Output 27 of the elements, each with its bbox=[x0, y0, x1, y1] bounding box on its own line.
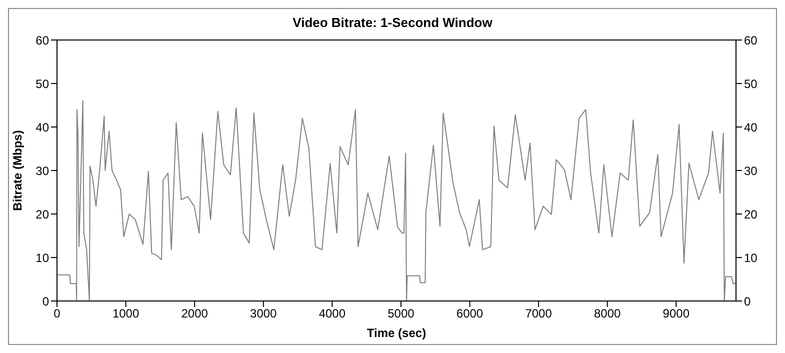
x-tick-label: 9000 bbox=[662, 306, 690, 321]
x-tick-label: 3000 bbox=[250, 306, 278, 321]
y-tick-label: 40 bbox=[36, 120, 50, 134]
x-tick-label: 2000 bbox=[181, 306, 208, 321]
x-tick-label: 5000 bbox=[388, 306, 415, 321]
x-axis-title: Time (sec) bbox=[366, 326, 426, 340]
y-tick-label: 50 bbox=[36, 76, 50, 91]
x-tick-label: 0 bbox=[54, 306, 61, 321]
y-tick-label: 0 bbox=[42, 294, 50, 308]
x-tick-label: 4000 bbox=[318, 306, 346, 321]
y2-tick-label: 50 bbox=[744, 76, 758, 91]
y-tick-label: 30 bbox=[36, 164, 50, 178]
y-tick-label: 10 bbox=[36, 250, 50, 265]
y-tick-label: 60 bbox=[36, 33, 50, 48]
y2-tick-label: 40 bbox=[744, 120, 758, 134]
x-tick-label: 8000 bbox=[594, 306, 622, 321]
y2-tick-label: 30 bbox=[744, 164, 758, 178]
y2-tick-label: 60 bbox=[744, 33, 758, 48]
y2-tick-label: 20 bbox=[744, 207, 758, 222]
x-tick-label: 7000 bbox=[525, 306, 552, 321]
y2-tick-label: 10 bbox=[744, 250, 758, 265]
x-tick-label: 6000 bbox=[456, 306, 484, 321]
y-tick-label: 20 bbox=[36, 207, 50, 222]
y-axis-title: Bitrate (Mbps) bbox=[10, 130, 24, 211]
x-tick-label: 1000 bbox=[112, 306, 140, 321]
y2-tick-label: 0 bbox=[744, 294, 751, 308]
chart-title: Video Bitrate: 1-Second Window bbox=[292, 14, 494, 31]
